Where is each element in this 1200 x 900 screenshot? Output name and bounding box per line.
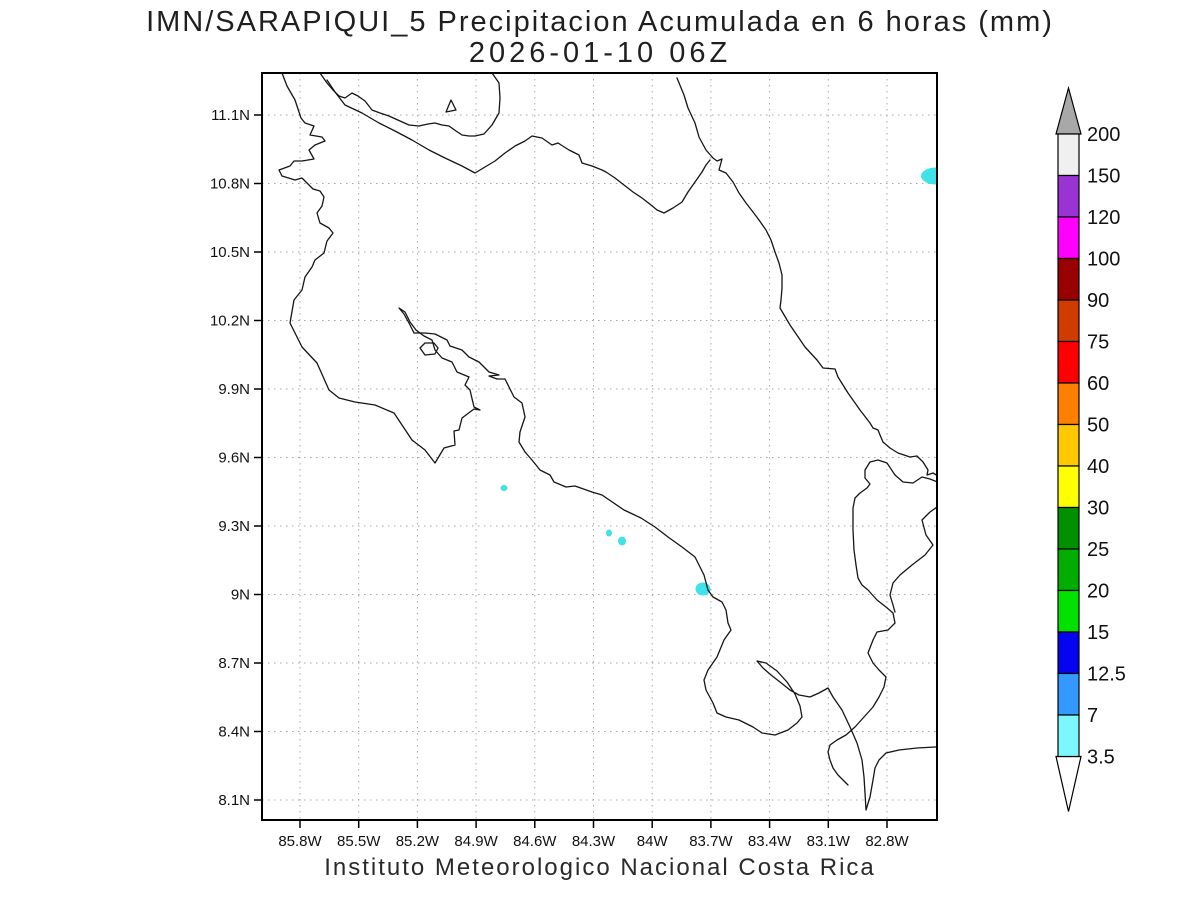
precip-spot	[500, 485, 508, 491]
colorbar-label: 60	[1087, 373, 1109, 395]
colorbar-label: 90	[1087, 290, 1109, 312]
colorbar-label: 25	[1087, 539, 1109, 561]
coastline-lake-nicaragua-shore	[319, 73, 501, 137]
colorbar-label: 12.5	[1087, 664, 1126, 686]
lon-tick-label: 84.9W	[454, 833, 498, 850]
colorbar-box	[1057, 257, 1080, 301]
colorbar-label: 50	[1087, 415, 1109, 437]
colorbar-label: 3.5	[1087, 747, 1115, 769]
colorbar-box	[1057, 382, 1080, 426]
colorbar-label: 150	[1087, 166, 1120, 188]
colorbar-box	[1057, 672, 1080, 716]
coastline-bocas-islands	[889, 506, 937, 613]
colorbar-box	[1057, 631, 1080, 675]
colorbar-label: 120	[1087, 207, 1120, 229]
lon-tick-label: 84.3W	[572, 833, 616, 850]
colorbar-box	[1057, 506, 1080, 550]
precip-spot	[921, 167, 937, 185]
lon-tick-label: 85.8W	[278, 833, 322, 850]
lat-tick-label: 8.7N	[218, 655, 250, 672]
map-layers	[278, 73, 937, 811]
lon-tick-label: 85.2W	[396, 833, 440, 850]
colorbar-box	[1057, 174, 1080, 218]
lat-tick-label: 11.1N	[211, 107, 250, 124]
lon-tick-label: 83.4W	[748, 833, 792, 850]
lat-tick-label: 8.4N	[218, 724, 250, 741]
colorbar-label: 15	[1087, 622, 1109, 644]
institute-footer: Instituto Meteorologico Nacional Costa R…	[324, 854, 876, 881]
lon-tick-label: 83.1W	[807, 833, 851, 850]
coastline-triangle-island	[445, 99, 457, 113]
colorbar-box	[1057, 423, 1080, 467]
colorbar-box	[1057, 216, 1080, 260]
lon-tick-label: 83.7W	[689, 833, 733, 850]
coastline-nicoya-islet	[419, 342, 439, 356]
colorbar-label: 200	[1087, 124, 1120, 146]
coastline-pacific-coast	[278, 73, 937, 811]
lat-tick-label: 8.1N	[218, 792, 250, 809]
lon-tick-label: 82.8W	[865, 833, 909, 850]
colorbar-label: 75	[1087, 332, 1109, 354]
lon-tick-label: 85.5W	[337, 833, 381, 850]
lat-tick-label: 10.8N	[210, 176, 250, 193]
precip-spot	[618, 536, 626, 546]
plot-title-line2: 2026-01-10 06Z	[468, 37, 732, 69]
colorbar-box	[1057, 133, 1080, 177]
precip-spot	[606, 529, 612, 537]
colorbar-arrow-up	[1055, 85, 1082, 135]
colorbar-label: 40	[1087, 456, 1109, 478]
colorbar-label: 7	[1087, 705, 1098, 727]
lat-tick-label: 9.9N	[218, 381, 250, 398]
colorbar-box	[1057, 548, 1080, 592]
lat-tick-label: 10.5N	[210, 244, 250, 261]
map-frame	[261, 72, 938, 821]
lat-tick-label: 9N	[231, 587, 250, 604]
lat-tick-label: 10.2N	[210, 313, 250, 330]
lon-tick-label: 84W	[637, 833, 669, 850]
colorbar-arrow-down	[1055, 755, 1082, 812]
colorbar-box	[1057, 714, 1080, 758]
colorbar-box	[1057, 340, 1080, 384]
lon-tick-label: 84.6W	[513, 833, 557, 850]
lat-tick-label: 9.6N	[218, 450, 250, 467]
colorbar-box	[1057, 589, 1080, 633]
coastline-border-river	[326, 79, 711, 214]
colorbar-label: 20	[1087, 581, 1109, 603]
colorbar-label: 30	[1087, 498, 1109, 520]
coastline-panama-lagoon	[827, 459, 937, 786]
lat-tick-label: 9.3N	[218, 518, 250, 535]
colorbar-box	[1057, 465, 1080, 509]
coastline-caribbean-coast	[676, 77, 937, 477]
colorbar-box	[1057, 299, 1080, 343]
colorbar-label: 100	[1087, 249, 1120, 271]
plot-title-line1: IMN/SARAPIQUI_5 Precipitacion Acumulada …	[146, 6, 1054, 38]
